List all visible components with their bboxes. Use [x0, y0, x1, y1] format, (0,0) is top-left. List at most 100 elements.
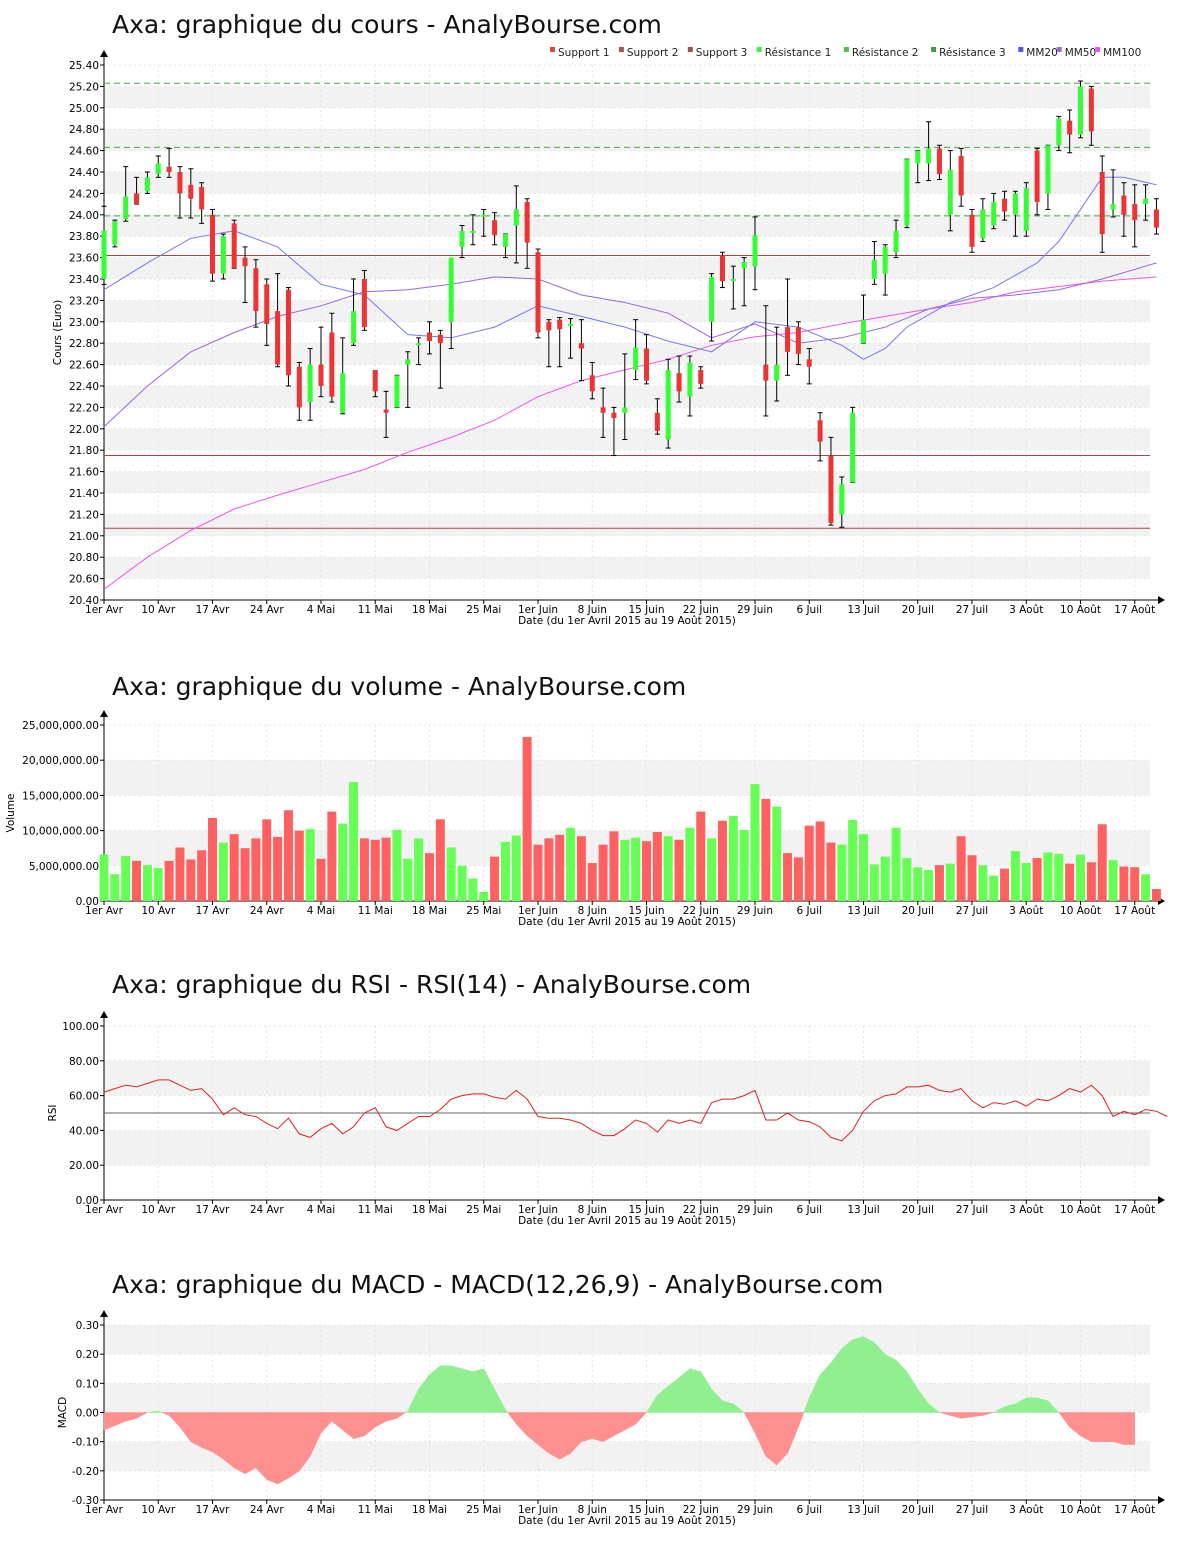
macd-area	[1101, 1412, 1114, 1442]
legend-swatch	[931, 47, 937, 52]
volume-bar	[490, 856, 500, 901]
y-tick-label: 21.60	[69, 467, 99, 479]
candle-body	[231, 223, 237, 269]
x-tick-label: 1er Avr	[85, 905, 124, 917]
candle-body	[936, 148, 942, 175]
macd-area	[971, 1412, 984, 1418]
candle-body	[134, 193, 140, 205]
y-tick-label: -0.20	[72, 1466, 99, 1478]
candle-body	[589, 375, 595, 392]
grid-band	[104, 257, 1150, 279]
candle-body	[264, 284, 270, 324]
y-tick-label: 60.00	[69, 1091, 99, 1103]
y-tick-label: 80.00	[69, 1056, 99, 1068]
x-axis-arrow	[1158, 596, 1165, 604]
macd-area	[1047, 1400, 1060, 1413]
volume-bar	[251, 838, 261, 901]
x-tick-label: 4 Mai	[307, 1204, 335, 1216]
candle-body	[665, 369, 671, 440]
candle-body	[926, 148, 932, 164]
macd-area	[874, 1341, 886, 1413]
macd-area	[385, 1412, 398, 1422]
volume-bar	[425, 853, 434, 901]
x-tick-label: 29 Juin	[737, 1204, 773, 1216]
y-tick-label: 20.40	[69, 595, 99, 607]
volume-bar	[132, 860, 142, 901]
volume-bar	[1108, 860, 1118, 901]
grid-band	[104, 1130, 1150, 1166]
x-tick-label: 1er Juin	[518, 1504, 558, 1516]
x-tick-label: 10 Avr	[141, 604, 175, 616]
legend-label: Support 2	[627, 47, 679, 59]
x-axis-label: Date (du 1er Avril 2015 au 19 Août 2015)	[518, 1215, 736, 1227]
candle-body	[644, 348, 649, 381]
legend-swatch	[1056, 47, 1062, 52]
macd-area	[939, 1412, 951, 1416]
macd-area	[624, 1412, 636, 1431]
x-tick-label: 15 Juin	[628, 1204, 664, 1216]
x-tick-label: 22 Juin	[683, 1504, 719, 1516]
rsi-chart: 0.00 20.00 40.00 60.00 80.00 100.00 1er Avr 10 …	[47, 1011, 1168, 1227]
grid-band	[104, 1325, 1150, 1355]
x-tick-label: 13 Juil	[847, 604, 879, 616]
volume-bar	[804, 825, 814, 901]
y-tick-label: 25,000,000.00	[22, 720, 99, 732]
candle-body	[372, 369, 378, 392]
macd-area	[507, 1412, 517, 1425]
y-tick-label: 21.20	[69, 509, 99, 521]
candle-body	[502, 234, 508, 247]
macd-area	[526, 1412, 539, 1446]
candle-body	[622, 407, 628, 413]
volume-bar	[1043, 852, 1053, 901]
macd-area	[960, 1412, 973, 1419]
x-tick-label: 24 Avr	[250, 1504, 284, 1516]
macd-area	[559, 1412, 571, 1460]
volume-bar	[837, 844, 847, 901]
volume-bar	[522, 736, 532, 901]
y-tick-label: 24.00	[69, 210, 99, 222]
x-tick-label: 22 Juin	[683, 905, 719, 917]
grid-band	[104, 86, 1150, 108]
grid-band	[104, 1383, 1150, 1413]
x-tick-label: 4 Mai	[307, 1504, 335, 1516]
macd-area	[114, 1412, 126, 1426]
price-chart: 20.40 20.60 20.80 21.00 21.20 21.40 21.60 21.80…	[52, 47, 1165, 627]
x-axis-arrow	[1158, 1196, 1165, 1204]
legend-swatch	[550, 47, 555, 52]
macd-area	[244, 1412, 257, 1475]
candle-body	[318, 364, 324, 386]
y-tick-label: 20.60	[69, 574, 99, 586]
candle-body	[253, 268, 259, 312]
x-tick-label: 8 Juin	[578, 1204, 607, 1216]
y-tick-label: 24.20	[69, 188, 99, 200]
candle-body	[155, 163, 161, 175]
candle-body	[1121, 195, 1127, 215]
volume-bar	[576, 836, 586, 901]
macd-area	[863, 1336, 875, 1413]
grid-band	[104, 760, 1150, 796]
candle-body	[1099, 172, 1105, 235]
y-tick-label: 20,000,000.00	[22, 755, 99, 767]
macd-area	[190, 1412, 202, 1448]
x-tick-label: 11 Mai	[358, 905, 393, 917]
candle-body	[481, 214, 487, 217]
candle-body	[199, 186, 205, 210]
candle-body	[1067, 120, 1073, 135]
macd-area	[396, 1412, 407, 1419]
grid-band	[104, 172, 1150, 194]
volume-bar	[620, 839, 630, 901]
macd-area	[103, 1412, 116, 1431]
candle-body	[220, 236, 226, 274]
volume-bar	[338, 823, 348, 901]
volume-bar	[848, 820, 858, 901]
macd-area	[1112, 1412, 1125, 1445]
candle-body	[774, 364, 780, 381]
volume-bar	[880, 856, 890, 901]
grid-band	[104, 386, 1150, 408]
x-axis-label: Date (du 1er Avril 2015 au 19 Août 2015)	[518, 615, 736, 627]
x-tick-label: 10 Avr	[141, 1204, 175, 1216]
x-tick-label: 11 Mai	[358, 1204, 393, 1216]
candle-body	[1143, 198, 1149, 205]
x-tick-label: 4 Mai	[307, 604, 335, 616]
y-axis-label: MACD	[57, 1397, 69, 1428]
